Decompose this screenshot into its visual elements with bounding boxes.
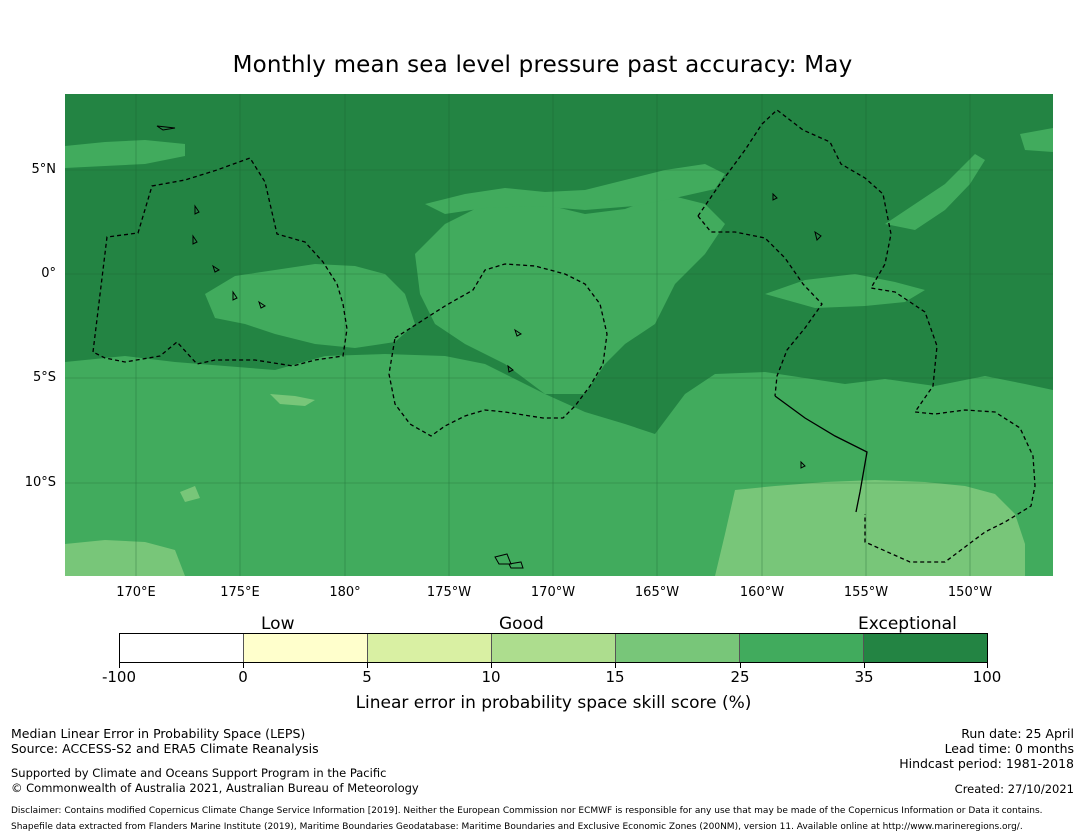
skill-region-good-mid <box>270 394 315 406</box>
skill-map <box>65 94 1053 576</box>
colorbar-tickmark <box>987 663 988 668</box>
disclaimer-line: Disclaimer: Contains modified Copernicus… <box>11 806 1043 816</box>
footer-line: Source: ACCESS-S2 and ERA5 Climate Reana… <box>11 741 319 756</box>
skill-region-good-high <box>765 274 925 308</box>
colorbar-tickmark <box>367 663 368 668</box>
lon-label: 170°W <box>530 585 576 600</box>
colorbar-tick-label: 10 <box>481 668 501 686</box>
footer-line: Supported by Climate and Oceans Support … <box>11 766 387 780</box>
skill-map-canvas <box>65 94 1053 576</box>
islands <box>156 125 822 569</box>
legend-category-low: Low <box>261 614 295 634</box>
legend-category-exceptional: Exceptional <box>858 614 957 634</box>
skill-region-good-high <box>205 264 415 348</box>
colorbar-axis-label: Linear error in probability space skill … <box>355 693 752 713</box>
colorbar-tickmark <box>243 663 244 668</box>
colorbar-tickmark <box>615 663 616 668</box>
colorbar-segment <box>740 634 864 662</box>
footer-method: Median Linear Error in Probability Space… <box>11 726 319 756</box>
skill-region-good-mid <box>65 540 185 576</box>
map-graticule <box>65 94 1053 576</box>
footer-line: Hindcast period: 1981-2018 <box>899 756 1074 771</box>
lon-label: 175°W <box>426 585 472 600</box>
footer-credits: Supported by Climate and Oceans Support … <box>11 766 419 796</box>
colorbar-tick-label: 100 <box>972 668 1002 686</box>
colorbar-segment <box>492 634 616 662</box>
lon-label: 160°W <box>739 585 785 600</box>
legend-colorbar <box>119 633 988 663</box>
colorbar-tick-label: 0 <box>238 668 248 686</box>
colorbar-tick-label: 15 <box>605 668 625 686</box>
colorbar-tick-label: 25 <box>730 668 750 686</box>
map-title: Monthly mean sea level pressure past acc… <box>232 52 853 78</box>
footer-line: © Commonwealth of Australia 2021, Austra… <box>11 781 419 795</box>
skill-region-good-high <box>885 154 985 230</box>
eez-boundary-central <box>388 263 608 437</box>
skill-region-good-mid <box>180 486 200 502</box>
lat-label: 10°S <box>24 475 56 490</box>
lon-label: 175°E <box>220 585 260 600</box>
skill-region-good-mid <box>715 480 1025 576</box>
colorbar-tick-label: -100 <box>101 668 137 686</box>
skill-region-good-high <box>415 194 725 394</box>
colorbar-tick-label: 5 <box>362 668 372 686</box>
skill-region-good-high <box>65 140 185 168</box>
colorbar-tick-label: 35 <box>854 668 874 686</box>
colorbar-segment <box>368 634 492 662</box>
lat-label: 0° <box>41 266 56 281</box>
colorbar-tickmark <box>740 663 741 668</box>
legend-category-good: Good <box>499 614 544 634</box>
colorbar-segment <box>864 634 987 662</box>
eez-boundary-solid <box>774 395 868 513</box>
colorbar-tickmark <box>119 663 120 668</box>
footer-line: Median Linear Error in Probability Space… <box>11 726 306 741</box>
colorbar-segment <box>244 634 368 662</box>
lon-label: 170°E <box>116 585 156 600</box>
footer-line: Run date: 25 April <box>961 726 1074 741</box>
colorbar-segment <box>120 634 244 662</box>
footer-run-info: Run date: 25 April Lead time: 0 months H… <box>899 726 1074 771</box>
lon-label: 180° <box>329 585 361 600</box>
lat-label: 5°N <box>31 162 57 177</box>
lat-label: 5°S <box>32 370 56 385</box>
skill-region-good-high <box>1020 128 1053 152</box>
eez-boundary-ne-inner <box>697 215 823 397</box>
lon-label: 165°W <box>634 585 680 600</box>
colorbar-tickmark <box>491 663 492 668</box>
disclaimer-line: Shapefile data extracted from Flanders M… <box>11 822 1023 832</box>
skill-region-good-high <box>425 164 725 214</box>
colorbar-segment <box>616 634 740 662</box>
colorbar-tickmark <box>864 663 865 668</box>
lon-label: 150°W <box>947 585 993 600</box>
footer-created: Created: 27/10/2021 <box>954 782 1074 796</box>
eez-boundaries <box>92 109 1036 563</box>
footer-line: Lead time: 0 months <box>944 741 1074 756</box>
lon-label: 155°W <box>843 585 889 600</box>
